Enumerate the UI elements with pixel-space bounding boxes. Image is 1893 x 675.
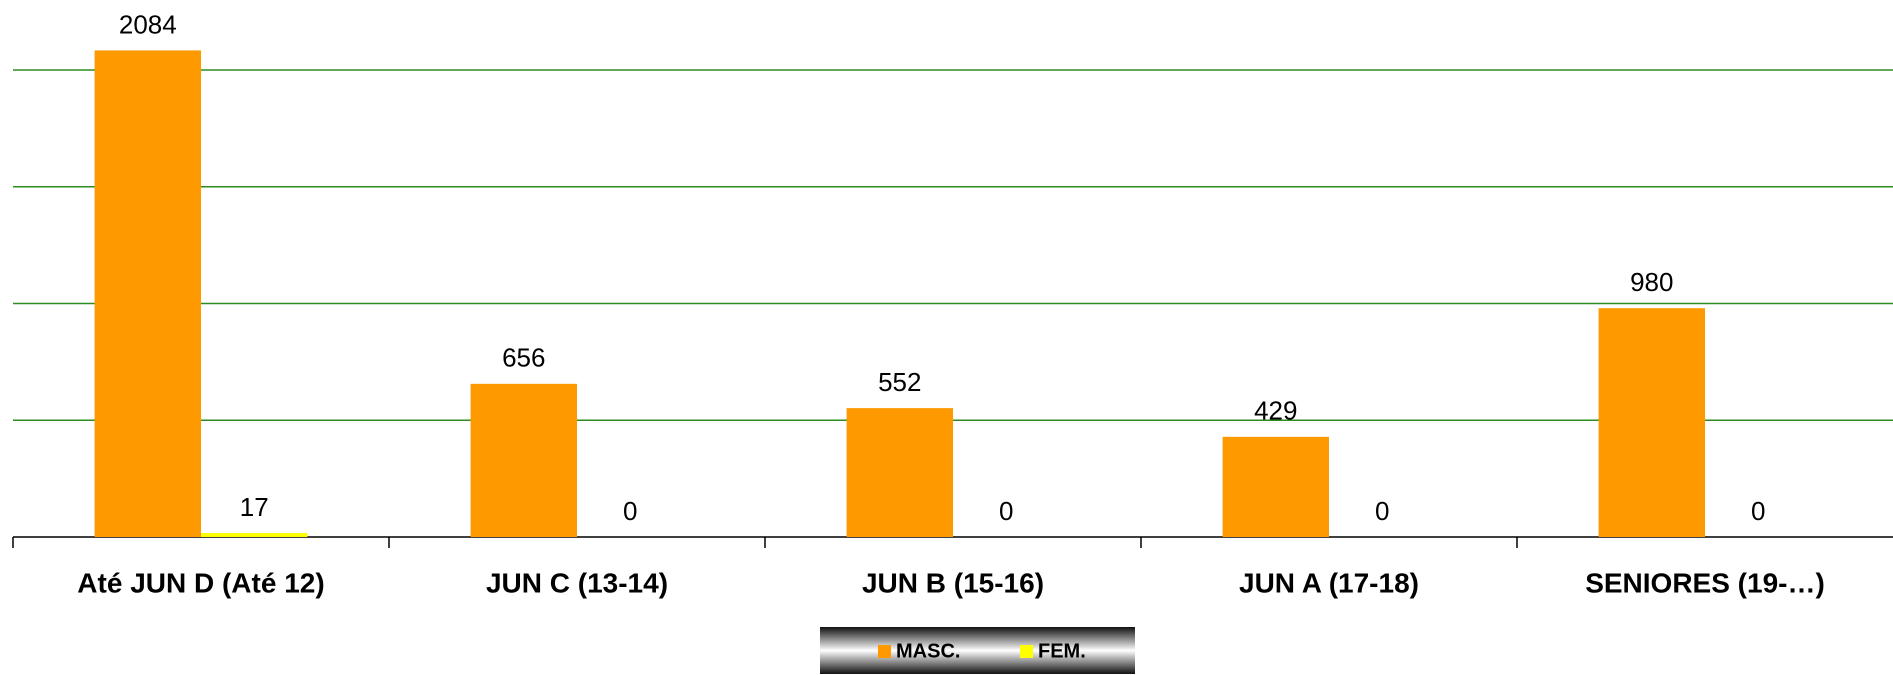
data-label: 552 bbox=[878, 367, 921, 397]
data-label: 0 bbox=[623, 496, 637, 526]
legend-label: MASC. bbox=[896, 640, 960, 662]
bar bbox=[1222, 436, 1329, 537]
x-tick-label: JUN B (15-16) bbox=[862, 567, 1044, 598]
data-label: 656 bbox=[502, 343, 545, 373]
data-label: 0 bbox=[1375, 496, 1389, 526]
legend-swatch bbox=[878, 645, 891, 658]
bar bbox=[846, 408, 953, 537]
bar bbox=[94, 50, 201, 537]
x-tick-label: JUN C (13-14) bbox=[486, 567, 668, 598]
bar bbox=[201, 533, 308, 537]
data-label: 17 bbox=[240, 492, 269, 522]
data-label: 2084 bbox=[119, 9, 177, 39]
legend-label: FEM. bbox=[1038, 640, 1086, 662]
legend-swatch bbox=[1020, 645, 1033, 658]
data-label: 980 bbox=[1630, 267, 1673, 297]
x-tick-label: Até JUN D (Até 12) bbox=[77, 567, 324, 598]
x-tick-label: SENIORES (19-…) bbox=[1585, 567, 1825, 598]
legend-box bbox=[820, 627, 1135, 674]
data-label: 0 bbox=[999, 496, 1013, 526]
bar bbox=[1598, 308, 1705, 537]
x-tick-label: JUN A (17-18) bbox=[1239, 567, 1419, 598]
bar bbox=[470, 383, 577, 537]
data-label: 0 bbox=[1751, 496, 1765, 526]
data-label: 429 bbox=[1254, 396, 1297, 426]
